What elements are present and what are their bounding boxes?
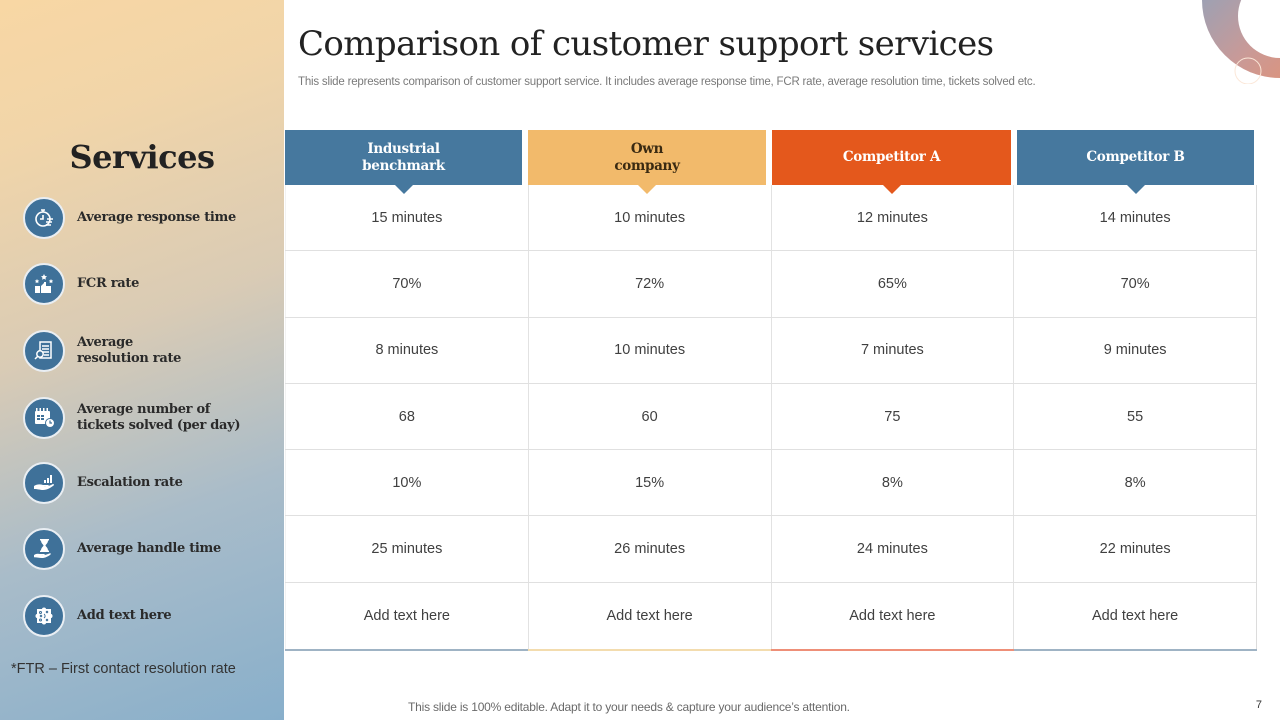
service-average-handle-time: Average handle time (23, 527, 221, 571)
thumbs-up-stars-icon (23, 263, 65, 305)
puzzle-strategy-icon (23, 595, 65, 637)
table-row-add-text: Add text here Add text here Add text her… (285, 582, 1256, 650)
footnote: *FTR – First contact resolution rate (11, 661, 236, 677)
table-cell: 55 (1013, 383, 1256, 450)
table-cell: Add text here (527, 582, 771, 650)
table-cell: 70% (285, 251, 528, 317)
service-average-resolution-rate: Average resolution rate (23, 329, 207, 373)
table-cell: 60 (527, 383, 771, 450)
table-cell: 10 minutes (527, 317, 771, 383)
column-header-label: Industrial benchmark (362, 140, 445, 174)
slide-footer: This slide is 100% editable. Adapt it to… (408, 700, 850, 714)
table-cell: 26 minutes (527, 516, 771, 582)
hand-hourglass-icon (23, 528, 65, 570)
hand-growth-chart-icon (23, 462, 65, 504)
table-cell: 24 minutes (770, 516, 1014, 582)
service-label: Average handle time (77, 541, 221, 556)
services-sidebar: Services Average response time FCR rate (0, 0, 284, 720)
table-cell: 8% (770, 450, 1014, 516)
service-fcr-rate: FCR rate (23, 262, 139, 306)
column-header-industrial-benchmark: Industrial benchmark (285, 130, 522, 194)
table-cell: 15 minutes (285, 185, 528, 251)
service-label: Add text here (77, 608, 172, 623)
table-row-escalation-rate: 10% 15% 8% 8% (285, 450, 1256, 517)
table-cell: 14 minutes (1013, 185, 1256, 251)
service-label: Average number of tickets solved (per da… (77, 402, 241, 433)
table-cell: 8% (1013, 450, 1256, 516)
table-cell: 7 minutes (770, 317, 1014, 383)
sidebar-title: Services (69, 138, 215, 176)
service-label: Average resolution rate (77, 335, 182, 366)
slide-description: This slide represents comparison of cust… (298, 76, 1036, 88)
table-cell: 68 (285, 383, 528, 450)
service-label: Average response time (77, 210, 236, 225)
decorative-ring (1200, 0, 1280, 84)
table-cell: Add text here (285, 582, 528, 650)
table-bottom-border (285, 649, 1257, 652)
table-row-fcr-rate: 70% 72% 65% 70% (285, 251, 1256, 318)
table-body: 15 minutes 10 minutes 12 minutes 14 minu… (285, 185, 1257, 650)
service-escalation-rate: Escalation rate (23, 461, 183, 505)
table-row-average-response-time: 15 minutes 10 minutes 12 minutes 14 minu… (285, 185, 1256, 252)
service-label: FCR rate (77, 276, 140, 291)
table-cell: 65% (770, 251, 1014, 317)
column-header-label: Competitor B (1086, 149, 1185, 165)
column-header-label: Own company (614, 140, 680, 174)
table-cell: 10% (285, 450, 528, 516)
table-cell: 10 minutes (527, 185, 771, 251)
table-cell: 8 minutes (285, 317, 528, 383)
service-label: Escalation rate (77, 475, 183, 490)
table-cell: 70% (1013, 251, 1256, 317)
calendar-clock-icon (23, 397, 65, 439)
column-header-own-company: Own company (528, 130, 766, 194)
service-average-tickets-solved: Average number of tickets solved (per da… (23, 396, 247, 440)
table-cell: 12 minutes (770, 185, 1014, 251)
table-cell: 15% (527, 450, 771, 516)
table-cell: 22 minutes (1013, 516, 1256, 582)
table-cell: Add text here (770, 582, 1014, 650)
table-cell: 75 (770, 383, 1014, 450)
page-number: 7 (1255, 699, 1262, 711)
table-row-average-resolution-rate: 8 minutes 10 minutes 7 minutes 9 minutes (285, 317, 1256, 384)
table-cell: 72% (527, 251, 771, 317)
table-cell: Add text here (1013, 582, 1256, 650)
page-title: Comparison of customer support services (298, 24, 994, 64)
column-header-competitor-b: Competitor B (1017, 130, 1254, 194)
column-header-competitor-a: Competitor A (772, 130, 1011, 194)
service-average-response-time: Average response time (23, 196, 236, 240)
clipboard-search-icon (23, 330, 65, 372)
table-row-tickets-solved: 68 60 75 55 (285, 383, 1256, 451)
stopwatch-icon (23, 197, 65, 239)
table-cell: 9 minutes (1013, 317, 1256, 383)
table-header-row: Industrial benchmark Own company Competi… (285, 130, 1257, 194)
comparison-table: Industrial benchmark Own company Competi… (285, 130, 1257, 652)
table-cell: 25 minutes (285, 516, 528, 582)
service-add-text: Add text here (23, 594, 172, 638)
table-row-average-handle-time: 25 minutes 26 minutes 24 minutes 22 minu… (285, 516, 1256, 583)
column-header-label: Competitor A (842, 149, 941, 165)
